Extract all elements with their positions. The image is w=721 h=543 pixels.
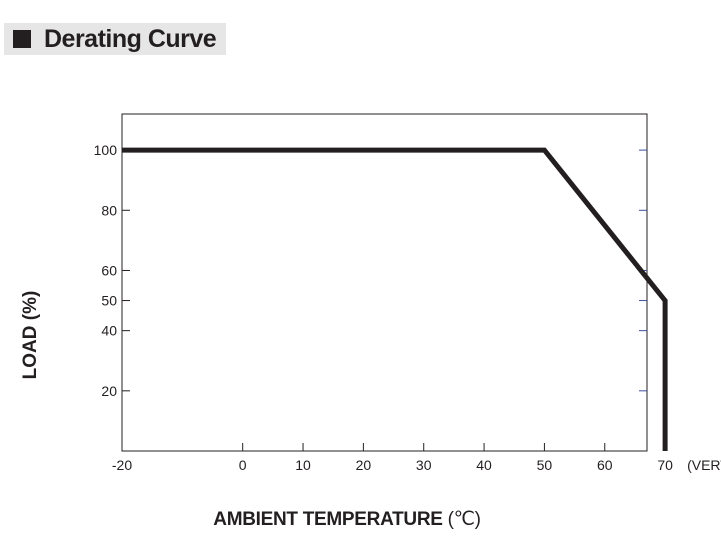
section-title: Derating Curve <box>44 25 217 53</box>
x-axis-label: AMBIENT TEMPERATURE (℃) <box>120 508 574 531</box>
x-axis-unit: (℃) <box>447 509 481 530</box>
section-header: Derating Curve <box>4 23 226 55</box>
x-tick-label: -20 <box>112 457 132 473</box>
x-tick-label: 40 <box>476 457 492 473</box>
y-tick-label: 40 <box>101 323 117 339</box>
derating-curve-line <box>122 147 668 451</box>
x-tick-label: 60 <box>597 457 613 473</box>
x-tick-label: 50 <box>537 457 553 473</box>
plot-frame <box>121 113 648 452</box>
x-tick-label: 70 <box>657 457 673 473</box>
x-tick-label: 20 <box>356 457 372 473</box>
y-tick-label: 80 <box>101 202 117 218</box>
x-extra-label: (VERTICAL) <box>687 457 721 473</box>
y-tick-label: 60 <box>101 262 117 278</box>
x-axis-label-text: AMBIENT TEMPERATURE <box>213 509 443 530</box>
x-tick-label: 10 <box>295 457 311 473</box>
y-tick-label: 50 <box>101 293 117 309</box>
y-tick-label: 20 <box>101 383 117 399</box>
x-tick-label: 0 <box>239 457 247 473</box>
bullet-square-icon <box>13 30 31 48</box>
x-tick-label: 30 <box>416 457 432 473</box>
y-axis-label: LOAD (%) <box>20 290 41 380</box>
y-tick-label: 100 <box>94 142 118 158</box>
